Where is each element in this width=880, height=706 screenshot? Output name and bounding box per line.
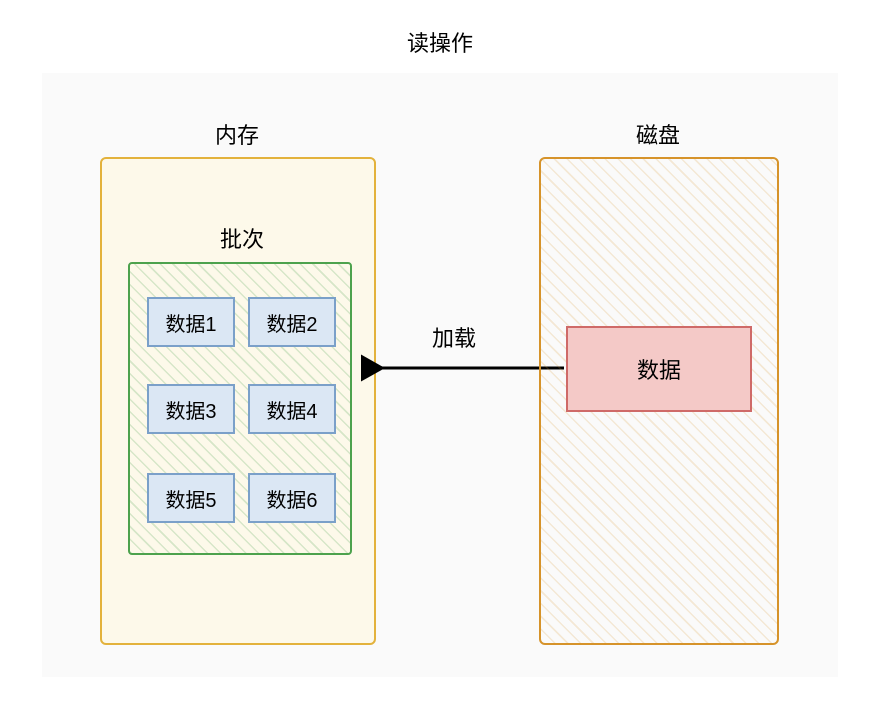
diagram-canvas: 读操作 内存 批次 数据1 数据2 数据3 数据4 数据5 数据6 加载 磁盘 … [0, 0, 880, 706]
disk-data-box: 数据 [566, 326, 752, 412]
disk-label: 磁盘 [636, 118, 680, 150]
